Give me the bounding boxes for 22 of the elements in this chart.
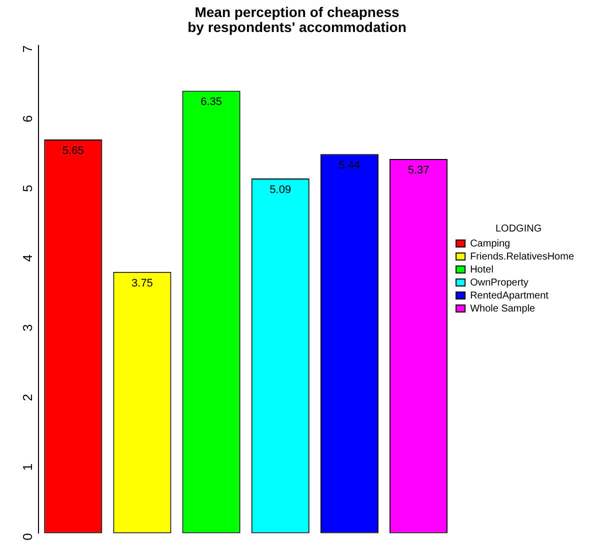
legend-label: OwnProperty bbox=[470, 277, 528, 288]
chart-title: Mean perception of cheapness by respondents' accommodation bbox=[188, 4, 406, 35]
y-tick-label: 1 bbox=[20, 464, 36, 471]
y-tick-label: 3 bbox=[20, 324, 36, 332]
y-tick-label: 7 bbox=[20, 45, 36, 53]
data-label: 5.37 bbox=[408, 164, 430, 177]
legend-label: RentedApartment bbox=[470, 290, 549, 302]
legend-title: LODGING bbox=[495, 223, 542, 234]
legend-label: Whole Sample bbox=[470, 303, 536, 314]
data-label: 5.09 bbox=[270, 184, 292, 196]
legend-label: Friends.RelativesHome bbox=[470, 251, 574, 262]
legend-label: Camping bbox=[470, 238, 510, 250]
data-label: 3.75 bbox=[132, 277, 153, 290]
data-label: 5.65 bbox=[62, 145, 84, 158]
data-label: 5.44 bbox=[338, 160, 360, 172]
y-tick-label: 4 bbox=[20, 254, 36, 262]
data-label: 6.35 bbox=[200, 96, 222, 108]
legend-label: Hotel bbox=[470, 264, 494, 276]
y-tick-label: 5 bbox=[20, 184, 36, 192]
y-tick-label: 0 bbox=[20, 533, 36, 540]
y-tick-label: 6 bbox=[20, 115, 36, 122]
y-tick-label: 2 bbox=[20, 394, 36, 402]
